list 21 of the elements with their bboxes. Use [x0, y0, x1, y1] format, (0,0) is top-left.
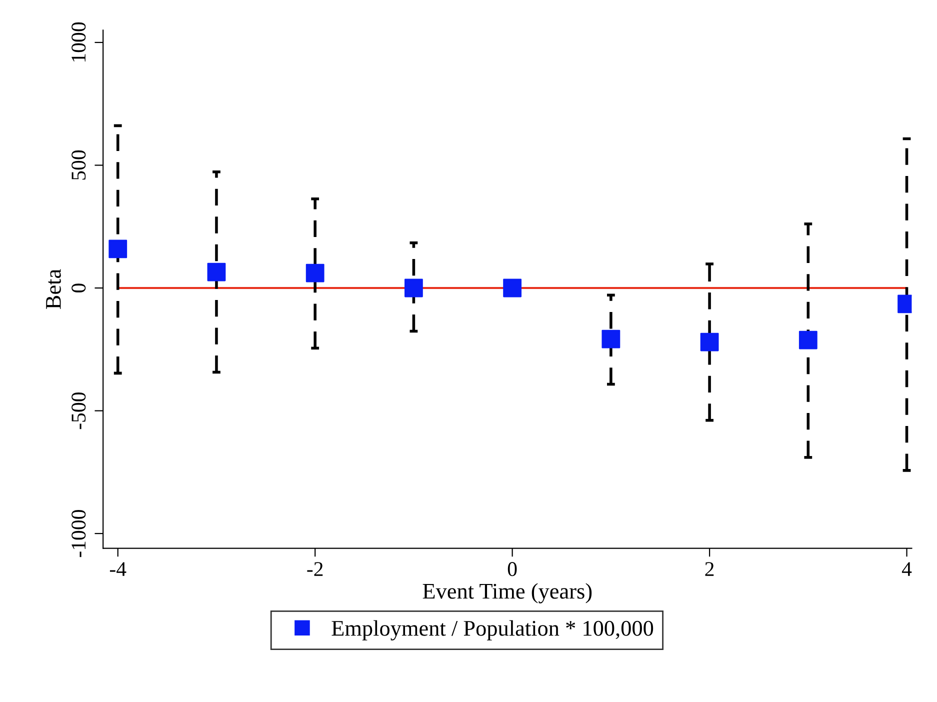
x-tick-label: 0 [508, 562, 517, 576]
point [108, 240, 128, 258]
point [602, 330, 620, 348]
y-tick-label: 1000 [72, 22, 86, 62]
y-tick-label: -1000 [72, 510, 86, 558]
y-axis-title: Beta [46, 269, 61, 309]
point [207, 262, 226, 282]
x-tick-label: -2 [307, 562, 323, 576]
point [306, 264, 324, 282]
point [503, 278, 522, 298]
x-tick-label: 4 [902, 562, 912, 576]
point [404, 278, 423, 298]
point [700, 332, 719, 352]
y-tick-label: -500 [72, 392, 86, 430]
y-tick-label: 0 [72, 284, 86, 292]
legend-label: Employment / Population * 100,000 [332, 620, 654, 640]
x-tick-label: 2 [705, 562, 714, 576]
x-axis-title: Event Time (years) [422, 583, 592, 604]
x-tick-label: -4 [110, 562, 126, 576]
point [798, 330, 818, 350]
y-tick-label: 500 [72, 150, 86, 180]
